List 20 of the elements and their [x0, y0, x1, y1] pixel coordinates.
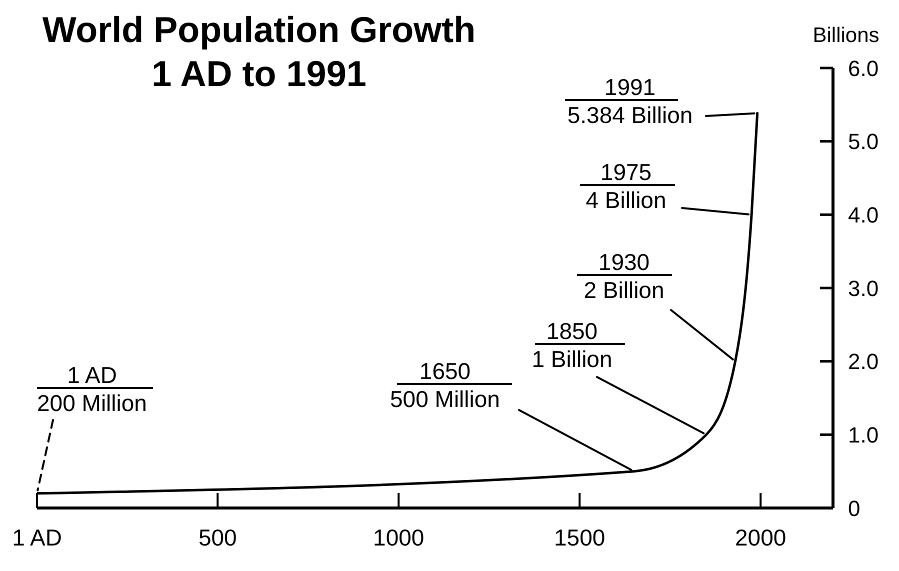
- annotation: 1 AD 200 Million: [37, 362, 147, 416]
- y-tick-label: 3.0: [848, 276, 879, 301]
- y-axis-title: Billions: [812, 24, 880, 47]
- y-tick-label: 5.0: [848, 129, 879, 154]
- y-tick-label: 1.0: [848, 422, 879, 448]
- annotation: 1850 1 Billion: [532, 318, 612, 372]
- y-tick-label: 4.0: [848, 202, 879, 228]
- annotation: 1991 5.384 Billion: [567, 74, 693, 128]
- annotation: 1975 4 Billion: [586, 159, 666, 213]
- x-tick-label: 2000: [735, 524, 786, 550]
- x-tick-label: 1 AD: [12, 524, 62, 550]
- y-tick-label: 6.0: [848, 56, 879, 81]
- x-tick-label: 1500: [554, 524, 606, 550]
- y-tick-label: 2.0: [848, 349, 879, 374]
- annotation: 1650 500 Million: [390, 358, 500, 412]
- y-tick-label: 0: [848, 496, 860, 521]
- x-tick-label: 1000: [373, 524, 424, 550]
- annotation: 1930 2 Billion: [584, 249, 664, 303]
- x-tick-label: 500: [198, 524, 237, 550]
- chart-title: World Population Growth 1 AD to 1991: [42, 9, 476, 94]
